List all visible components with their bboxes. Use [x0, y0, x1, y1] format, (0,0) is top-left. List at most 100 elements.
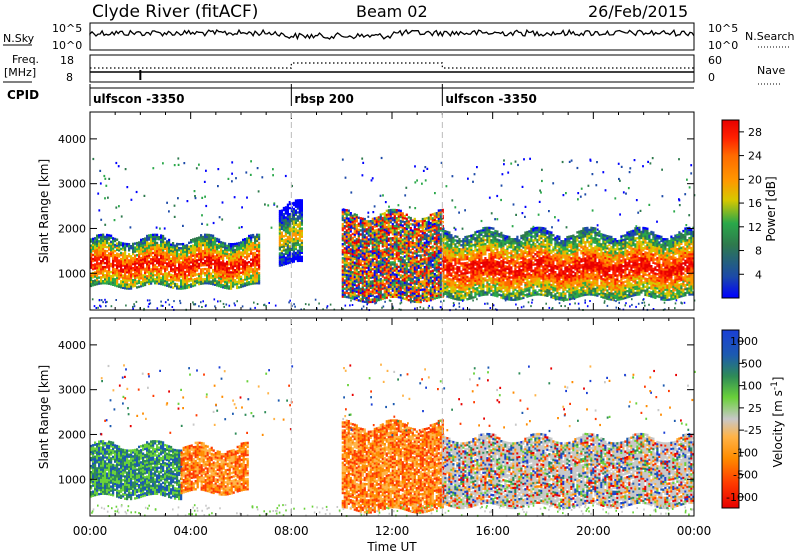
- echo-cell: [190, 283, 193, 286]
- echo-cell: [140, 277, 143, 280]
- echo-cell: [188, 273, 191, 277]
- echo-cell: [397, 223, 400, 226]
- echo-cell: [120, 263, 123, 267]
- echo-cell: [454, 295, 457, 299]
- echo-cell: [466, 294, 469, 297]
- echo-cell: [222, 241, 225, 245]
- echo-cell: [393, 233, 396, 236]
- echo-cell: [212, 254, 215, 258]
- echo-cell: [472, 252, 475, 255]
- echo-cell: [452, 240, 455, 244]
- echo-cell: [228, 275, 231, 278]
- echo-cell: [128, 263, 131, 266]
- echo-cell: [166, 244, 169, 247]
- echo-cell: [492, 283, 495, 287]
- echo-cell: [248, 246, 251, 250]
- echo-cell: [442, 259, 445, 263]
- echo-cell: [224, 266, 227, 269]
- echo-cell: [395, 269, 398, 272]
- echo-cell: [431, 227, 434, 230]
- echo-cell: [413, 223, 416, 227]
- echo-cell: [168, 265, 171, 268]
- echo-cell: [154, 243, 157, 247]
- echo-cell: [476, 274, 479, 278]
- echo-cell: [395, 263, 398, 266]
- echo-cell: [383, 278, 386, 282]
- echo-cell: [417, 262, 420, 265]
- echo-cell: [419, 220, 422, 223]
- echo-cell: [375, 241, 378, 244]
- echo-cell: [401, 282, 404, 286]
- echo-cell: [351, 275, 354, 278]
- echo-cell: [104, 253, 107, 257]
- echo-cell: [349, 258, 352, 261]
- echo-cell: [419, 240, 422, 243]
- echo-cell: [494, 248, 497, 251]
- echo-cell: [371, 233, 374, 237]
- echo-cell: [144, 271, 147, 274]
- echo-cell: [403, 277, 406, 280]
- echo-cell: [136, 245, 139, 249]
- echo-cell: [154, 239, 157, 243]
- echo-cell: [240, 259, 243, 262]
- echo-cell: [407, 294, 410, 298]
- echo-cell: [220, 243, 223, 246]
- echo-cell: [371, 282, 374, 285]
- echo-cell: [446, 283, 449, 286]
- echo-cell: [490, 281, 493, 284]
- echo-cell: [118, 283, 121, 286]
- echo-cell: [419, 268, 422, 271]
- echo-cell: [184, 246, 187, 249]
- echo-cell: [194, 241, 197, 245]
- echo-cell: [442, 280, 445, 283]
- echo-cell: [454, 289, 457, 293]
- echo-cell: [389, 265, 392, 268]
- echo-cell: [357, 258, 360, 262]
- echo-cell: [353, 253, 356, 256]
- echo-cell: [208, 258, 211, 261]
- echo-cell: [158, 272, 161, 275]
- echo-cell: [456, 235, 459, 239]
- echo-cell: [403, 283, 406, 286]
- echo-cell: [389, 287, 392, 290]
- echo-cell: [252, 244, 255, 247]
- echo-cell: [146, 236, 149, 240]
- echo-cell: [480, 281, 483, 285]
- echo-cell: [409, 275, 412, 278]
- echo-cell: [242, 250, 245, 254]
- echo-cell: [401, 244, 404, 247]
- echo-cell: [377, 238, 380, 241]
- echo-cell: [419, 248, 422, 251]
- echo-cell: [142, 278, 145, 281]
- echo-cell: [470, 248, 473, 251]
- echo-cell: [439, 243, 442, 246]
- echo-cell: [369, 234, 372, 237]
- echo-cell: [439, 241, 442, 244]
- echo-cell: [94, 283, 97, 286]
- echo-cell: [437, 288, 440, 291]
- echo-cell: [341, 289, 344, 292]
- echo-cell: [387, 243, 390, 246]
- echo-cell: [216, 249, 219, 253]
- echo-cell: [397, 219, 400, 222]
- echo-cell: [142, 256, 145, 259]
- echo-cell: [134, 258, 137, 261]
- echo-cell: [96, 234, 99, 237]
- echo-cell: [478, 292, 481, 295]
- echo-cell: [238, 250, 241, 253]
- echo-cell: [444, 290, 447, 293]
- echo-cell: [452, 279, 455, 282]
- echo-cell: [480, 237, 483, 240]
- echo-cell: [114, 254, 117, 257]
- echo-cell: [345, 295, 348, 299]
- echo-cell: [128, 255, 131, 258]
- echo-cell: [250, 258, 253, 261]
- echo-cell: [478, 294, 481, 297]
- echo-cell: [178, 287, 181, 290]
- echo-cell: [216, 254, 219, 257]
- echo-cell: [363, 272, 366, 275]
- echo-cell: [232, 251, 235, 254]
- echo-cell: [450, 252, 453, 255]
- echo-cell: [468, 265, 471, 268]
- echo-cell: [353, 287, 356, 291]
